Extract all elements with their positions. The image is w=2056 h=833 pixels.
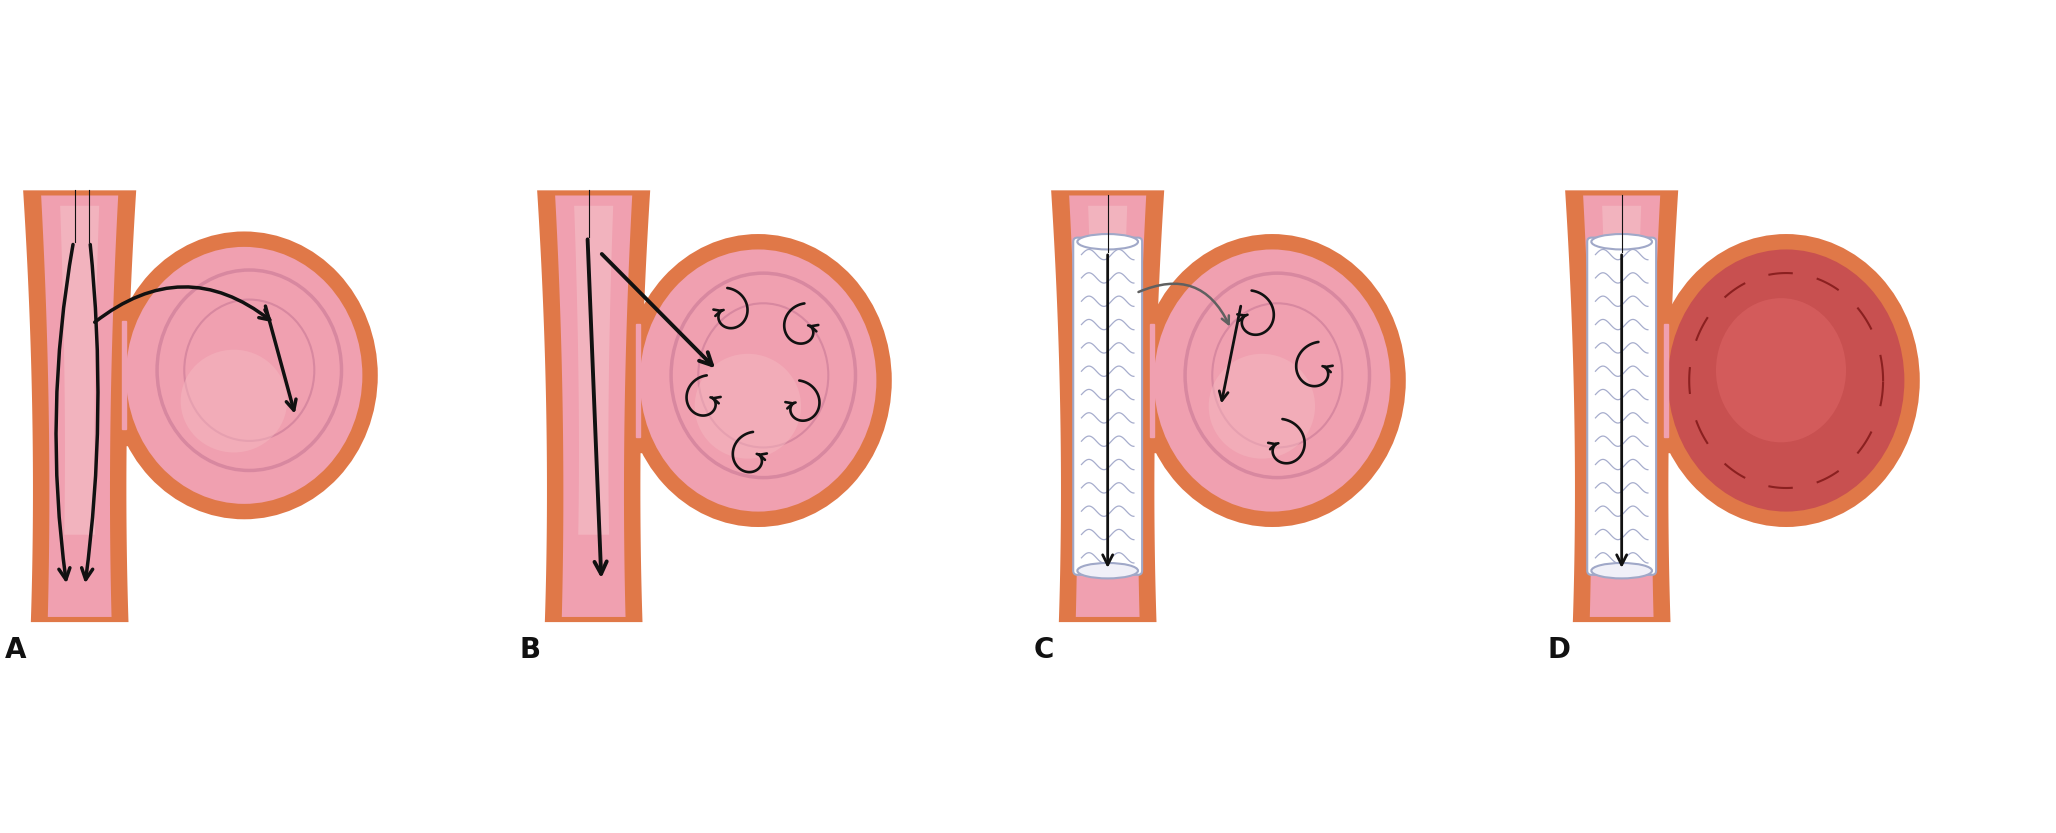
Polygon shape xyxy=(121,322,125,429)
Polygon shape xyxy=(1051,190,1164,622)
Polygon shape xyxy=(60,206,99,535)
Polygon shape xyxy=(1602,206,1641,535)
Ellipse shape xyxy=(181,350,288,452)
Polygon shape xyxy=(631,308,646,324)
Polygon shape xyxy=(41,196,117,617)
Polygon shape xyxy=(1659,437,1674,452)
FancyBboxPatch shape xyxy=(1073,237,1141,575)
Polygon shape xyxy=(631,437,646,452)
Ellipse shape xyxy=(125,247,362,504)
Polygon shape xyxy=(117,429,132,445)
Ellipse shape xyxy=(1591,234,1653,249)
Ellipse shape xyxy=(1591,563,1653,578)
Polygon shape xyxy=(1149,324,1153,437)
Text: D: D xyxy=(1546,636,1571,664)
Ellipse shape xyxy=(1077,563,1139,578)
Ellipse shape xyxy=(1667,249,1904,511)
Polygon shape xyxy=(635,324,639,437)
Polygon shape xyxy=(1145,308,1160,324)
Polygon shape xyxy=(1663,324,1667,437)
Polygon shape xyxy=(1565,190,1678,622)
Polygon shape xyxy=(117,306,132,322)
Polygon shape xyxy=(1659,308,1674,324)
FancyBboxPatch shape xyxy=(1587,237,1655,575)
Ellipse shape xyxy=(1077,234,1139,249)
Ellipse shape xyxy=(1653,234,1920,527)
Ellipse shape xyxy=(1209,354,1316,459)
Polygon shape xyxy=(1145,437,1160,452)
Text: C: C xyxy=(1032,636,1053,664)
Polygon shape xyxy=(537,190,650,622)
Polygon shape xyxy=(1088,206,1127,535)
Ellipse shape xyxy=(639,249,876,511)
Ellipse shape xyxy=(1717,298,1846,442)
Polygon shape xyxy=(23,190,136,622)
Text: B: B xyxy=(518,636,541,664)
Polygon shape xyxy=(555,196,633,617)
Polygon shape xyxy=(1069,196,1147,617)
Polygon shape xyxy=(574,206,613,535)
Text: A: A xyxy=(4,636,27,664)
Ellipse shape xyxy=(111,232,378,519)
Ellipse shape xyxy=(695,354,802,459)
Ellipse shape xyxy=(1139,234,1406,527)
Ellipse shape xyxy=(1153,249,1390,511)
Ellipse shape xyxy=(625,234,892,527)
Polygon shape xyxy=(1583,196,1661,617)
